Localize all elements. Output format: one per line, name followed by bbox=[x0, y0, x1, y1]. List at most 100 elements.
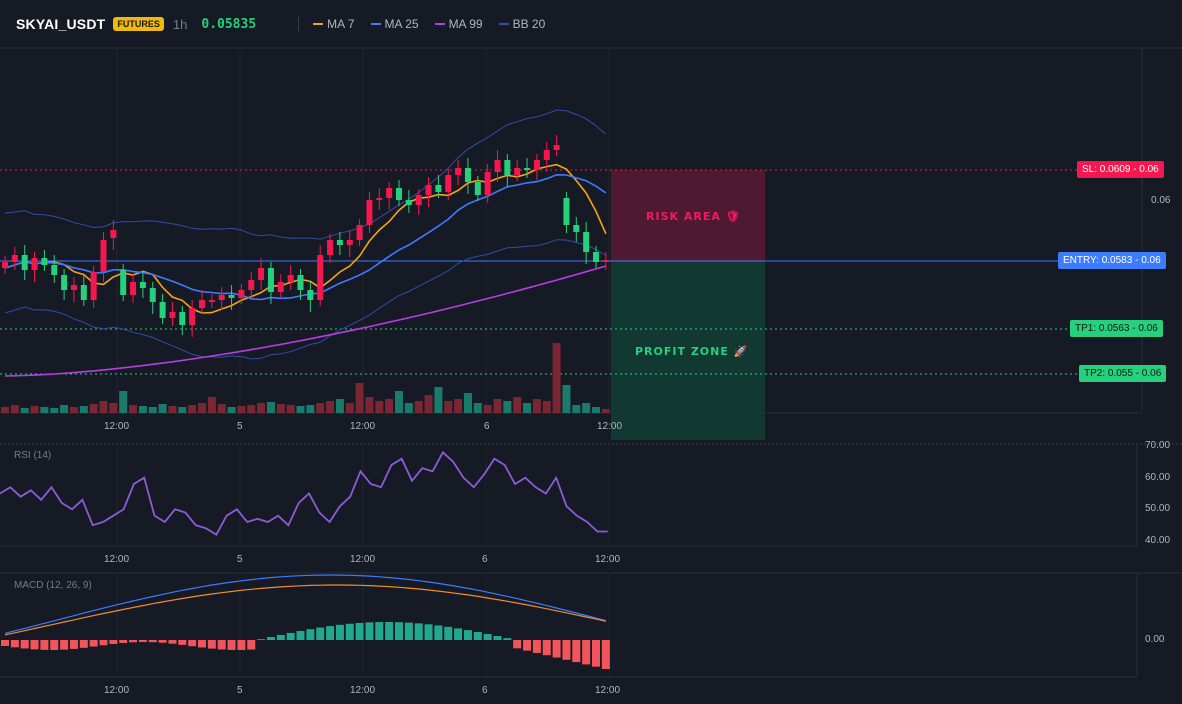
volume-bars bbox=[1, 343, 610, 413]
volume-bar bbox=[572, 405, 581, 413]
macd-histogram-bar bbox=[1, 640, 9, 646]
macd-histogram-bar bbox=[365, 622, 374, 640]
time-label-1: 12:00 bbox=[104, 421, 130, 432]
macd-histogram-bar bbox=[523, 640, 532, 651]
profit-zone[interactable] bbox=[611, 261, 765, 440]
macd-time-label-1: 12:00 bbox=[104, 685, 130, 696]
volume-bar bbox=[434, 387, 443, 413]
legend-ma99[interactable]: MA 99 bbox=[434, 17, 483, 31]
ma25-swatch bbox=[370, 23, 381, 25]
legend-bb20-label: BB 20 bbox=[512, 17, 546, 31]
candle-body bbox=[464, 168, 471, 182]
macd-histogram-bar bbox=[217, 640, 226, 650]
macd-histogram-bar bbox=[148, 640, 157, 643]
ma99-line bbox=[4, 265, 607, 377]
macd-time-label-3: 12:00 bbox=[350, 685, 376, 696]
volume-bar bbox=[188, 405, 197, 413]
macd-histogram-bar bbox=[473, 631, 482, 640]
rsi-time-label-2: 5 bbox=[237, 554, 243, 565]
macd-time-label-5: 12:00 bbox=[595, 685, 621, 696]
volume-bar bbox=[40, 407, 49, 413]
macd-histogram-bar bbox=[454, 628, 463, 640]
macd-histogram-bar bbox=[513, 640, 522, 649]
macd-histogram-bar bbox=[404, 622, 413, 640]
ma7-line bbox=[4, 163, 607, 314]
volume-bar bbox=[50, 408, 59, 413]
volume-bar bbox=[493, 399, 502, 413]
candle-body bbox=[228, 295, 235, 298]
volume-bar bbox=[375, 401, 384, 413]
volume-bar bbox=[158, 404, 167, 413]
macd-histogram-bar bbox=[119, 640, 128, 643]
candle-body bbox=[11, 255, 18, 262]
macd-histogram-bar bbox=[572, 640, 581, 663]
volume-bar bbox=[503, 401, 512, 413]
volume-bar bbox=[148, 407, 157, 413]
bb20-swatch bbox=[498, 23, 509, 25]
candle-body bbox=[199, 300, 205, 308]
sl-price-tag[interactable]: SL: 0.0609 - 0.06 bbox=[1077, 161, 1164, 178]
rsi-line bbox=[0, 450, 608, 536]
bb-lower-line bbox=[4, 239, 607, 360]
candle-body bbox=[267, 268, 274, 292]
volume-bar bbox=[89, 404, 98, 413]
macd-histogram-bar bbox=[306, 629, 315, 640]
candle-body bbox=[366, 200, 373, 225]
rsi-tick-70: 70.00 bbox=[1145, 440, 1171, 451]
macd-histogram-bar bbox=[493, 636, 502, 640]
candle-body bbox=[386, 188, 393, 198]
risk-area-zone[interactable] bbox=[611, 170, 765, 261]
candle-body bbox=[297, 275, 304, 290]
candle-body bbox=[258, 268, 265, 280]
macd-histogram-bar bbox=[266, 637, 275, 640]
macd-histogram-bar bbox=[207, 640, 216, 649]
macd-histogram-bar bbox=[326, 626, 335, 640]
candle-body bbox=[356, 225, 363, 240]
candle-body bbox=[100, 240, 107, 272]
candle-body bbox=[484, 172, 491, 195]
macd-histogram-bar bbox=[30, 640, 39, 650]
macd-histogram-bar bbox=[552, 640, 561, 658]
macd-histogram-bar bbox=[69, 640, 78, 649]
candle-body bbox=[159, 302, 166, 318]
symbol-label[interactable]: SKYAI_USDT bbox=[16, 16, 106, 32]
macd-histogram-bar bbox=[227, 640, 236, 650]
legend-ma25[interactable]: MA 25 bbox=[370, 17, 419, 31]
volume-bar bbox=[355, 383, 364, 413]
candle-body bbox=[405, 200, 412, 205]
volume-bar bbox=[207, 397, 216, 413]
tp1-price-tag[interactable]: TP1: 0.0563 - 0.06 bbox=[1070, 320, 1163, 337]
candle-body bbox=[70, 285, 77, 290]
candle-body bbox=[602, 260, 609, 262]
rsi-time-label-5: 12:00 bbox=[595, 554, 621, 565]
vertical-grid bbox=[116, 48, 610, 677]
volume-bar bbox=[138, 406, 147, 413]
volume-bar bbox=[404, 403, 413, 413]
timeframe-label[interactable]: 1h bbox=[172, 16, 188, 32]
macd-histogram-bar bbox=[335, 624, 344, 640]
legend-ma7[interactable]: MA 7 bbox=[313, 17, 355, 31]
macd-series bbox=[1, 574, 610, 669]
candle-body bbox=[120, 270, 127, 295]
candle-body bbox=[563, 198, 570, 225]
candle-body bbox=[31, 258, 38, 270]
macd-histogram-bar bbox=[247, 640, 256, 650]
entry-price-tag[interactable]: ENTRY: 0.0583 - 0.06 bbox=[1058, 252, 1166, 269]
volume-bar bbox=[266, 402, 275, 413]
last-price: 0.05835 bbox=[201, 16, 257, 32]
macd-histogram-bar bbox=[463, 630, 472, 640]
macd-histogram-bar bbox=[414, 623, 423, 640]
volume-bar bbox=[601, 409, 610, 413]
volume-bar bbox=[523, 403, 532, 413]
macd-histogram-bar bbox=[99, 640, 108, 646]
tp2-price-tag[interactable]: TP2: 0.055 - 0.06 bbox=[1079, 365, 1167, 382]
rsi-tick-50: 50.00 bbox=[1145, 503, 1171, 514]
macd-histogram-bar bbox=[276, 634, 285, 640]
candlesticks[interactable] bbox=[2, 135, 609, 337]
rsi-tick-60: 60.00 bbox=[1145, 472, 1171, 483]
macd-histogram-bar bbox=[286, 632, 295, 640]
candle-body bbox=[543, 150, 550, 160]
candle-body bbox=[455, 168, 462, 175]
legend-bb20[interactable]: BB 20 bbox=[498, 17, 546, 31]
